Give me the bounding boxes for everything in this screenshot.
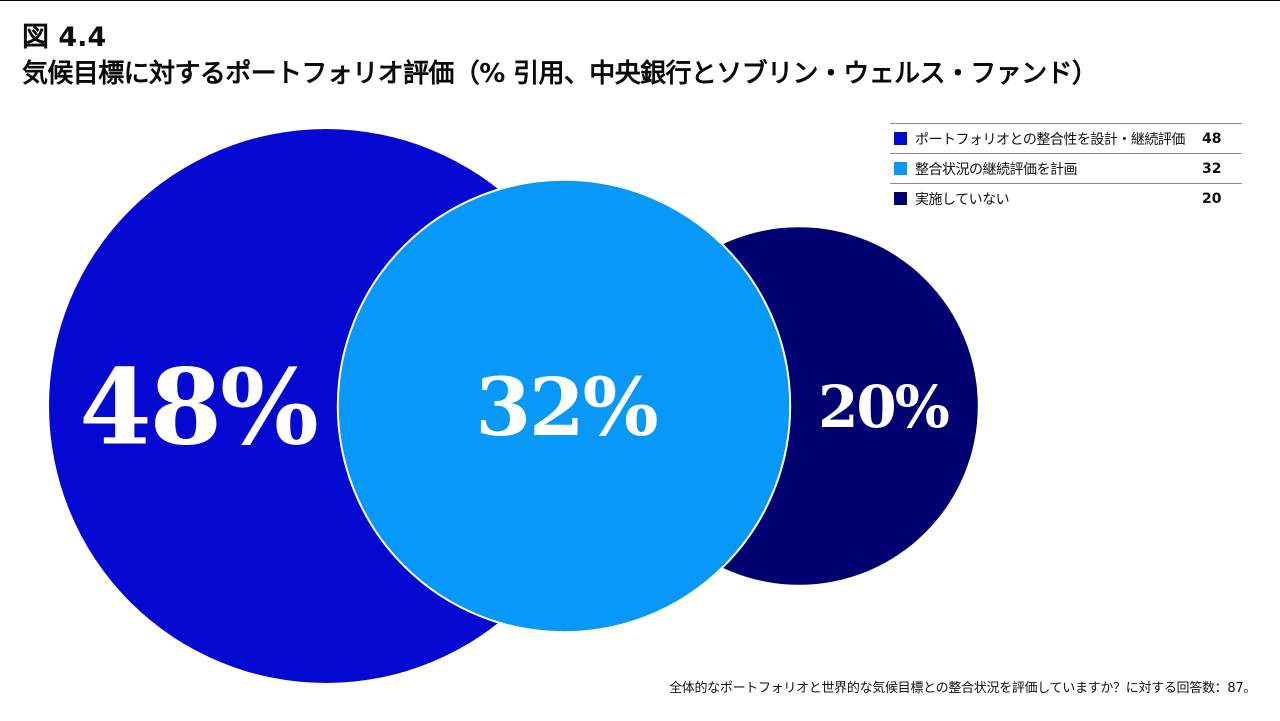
figure-title: 図 4.4 気候目標に対するポートフォリオ評価（% 引用、中央銀行とソブリン・ウ…: [22, 21, 1098, 93]
bubble-1-value-label: 48%: [79, 345, 317, 468]
legend-item: ポートフォリオとの整合性を設計・継続評価 48: [890, 123, 1242, 153]
legend-value: 32: [1202, 160, 1222, 177]
legend-label: 実施していない: [915, 191, 1010, 208]
bubble-3-value-label: 20%: [818, 373, 949, 441]
legend-label: ポートフォリオとの整合性を設計・継続評価: [915, 131, 1185, 148]
legend-swatch: [894, 162, 907, 175]
legend-swatch: [894, 132, 907, 145]
bubble-2: [336, 178, 792, 634]
legend-item: 実施していない 20: [890, 183, 1242, 213]
bubble-2-value-label: 32%: [475, 360, 657, 454]
legend-item: 整合状況の継続評価を計画 32: [890, 153, 1242, 183]
chart-legend: ポートフォリオとの整合性を設計・継続評価 48 整合状況の継続評価を計画 32 …: [890, 123, 1242, 213]
legend-swatch: [894, 192, 907, 205]
footnote: 全体的なポートフォリオと世界的な気候目標との整合状況を評価していますか？に対する…: [669, 681, 1256, 696]
legend-label: 整合状況の継続評価を計画: [915, 161, 1078, 178]
legend-value: 48: [1202, 130, 1222, 147]
figure-title-text: 気候目標に対するポートフォリオ評価（% 引用、中央銀行とソブリン・ウェルス・ファ…: [22, 59, 1098, 89]
legend-value: 20: [1202, 190, 1222, 207]
figure-number: 図 4.4: [22, 22, 107, 53]
